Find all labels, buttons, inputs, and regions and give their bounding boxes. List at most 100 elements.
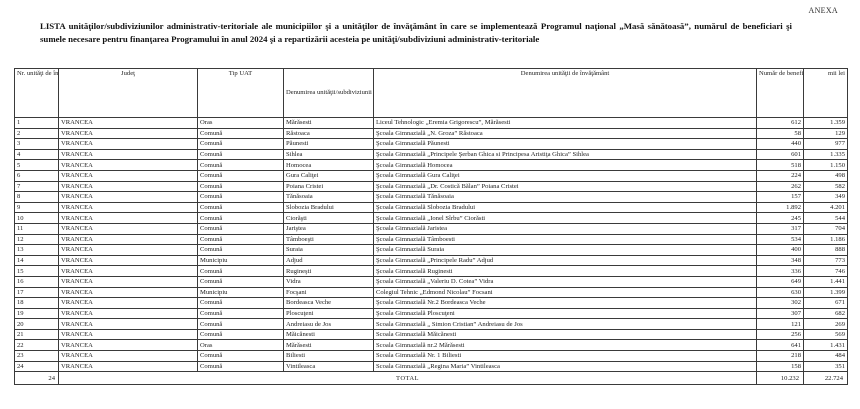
total-beneficiari-cell: 10.232 [756, 371, 804, 386]
header-denumire-unitate: Denumirea unităţii de învăţământ [373, 68, 757, 118]
school-name-cell: Şcoala Gimnazială Tănăsoaia [373, 191, 757, 203]
table-row: 5 VRANCEA Comună Homocea Şcoala Gimnazia… [14, 159, 848, 171]
row-number-cell: 4 [14, 148, 59, 161]
uat-name-cell: Vidra [283, 275, 374, 288]
school-name-cell: Şcoala Gimnazială Gura Caliţei [373, 169, 757, 182]
table-row: 21 VRANCEA Comună Măicănesti Scoala Gimn… [14, 328, 848, 341]
uat-type-cell: Comună [197, 233, 284, 246]
table-row: 15 VRANCEA Comună Rugineşti Şcoala Gimna… [14, 265, 848, 277]
row-number-cell: 23 [14, 350, 59, 362]
uat-name-cell: Gura Caliţei [283, 169, 374, 182]
uat-name-cell: Ciorăşti [283, 212, 374, 224]
table-total-row: 24 TOTAL 10.232 22.724 [14, 371, 848, 386]
table-row: 19 VRANCEA Comună Ploscuţeni Şcoala Gimn… [14, 307, 848, 320]
county-cell: VRANCEA [58, 148, 198, 161]
uat-type-cell: Comună [197, 127, 284, 140]
uat-name-cell: Poiana Cristei [283, 180, 374, 193]
county-cell: VRANCEA [58, 212, 198, 224]
amount-cell: 269 [803, 318, 848, 330]
row-number-cell: 22 [14, 339, 59, 352]
amount-cell: 1.431 [803, 339, 848, 352]
uat-type-cell: Comună [197, 201, 284, 214]
beneficiaries-cell: 245 [756, 212, 804, 224]
beneficiaries-cell: 336 [756, 265, 804, 277]
uat-type-cell: Comună [197, 159, 284, 171]
amount-cell: 1.335 [803, 148, 848, 161]
uat-name-cell: Adjud [283, 254, 374, 267]
row-number-cell: 5 [14, 159, 59, 171]
amount-cell: 1.186 [803, 233, 848, 246]
school-name-cell: Şcoala Gimnazială Ruginesti [373, 265, 757, 277]
amount-cell: 129 [803, 127, 848, 140]
beneficiaries-cell: 630 [756, 286, 804, 299]
beneficiaries-cell: 518 [756, 159, 804, 171]
county-cell: VRANCEA [58, 169, 198, 182]
amount-cell: 544 [803, 212, 848, 224]
row-number-cell: 2 [14, 127, 59, 140]
uat-name-cell: Vintileasca [283, 360, 374, 373]
row-number-cell: 21 [14, 328, 59, 341]
header-tip-uat: Tip UAT [197, 68, 284, 118]
school-name-cell: Liceul Tehnologic „Eremia Grigorescu”, M… [373, 117, 757, 129]
beneficiaries-cell: 218 [756, 350, 804, 362]
school-name-cell: Şcoala Gimnazială Păunesti [373, 138, 757, 150]
uat-type-cell: Comună [197, 138, 284, 150]
amount-cell: 1.150 [803, 159, 848, 171]
beneficiaries-cell: 641 [756, 339, 804, 352]
county-cell: VRANCEA [58, 117, 198, 129]
beneficiaries-cell: 612 [756, 117, 804, 129]
row-number-cell: 14 [14, 254, 59, 267]
uat-type-cell: Comună [197, 265, 284, 277]
school-name-cell: Scoala Gimnazială „Regina Maria” Vintile… [373, 360, 757, 373]
amount-cell: 484 [803, 350, 848, 362]
school-name-cell: Colegiul Tehnic „Edmond Nicolau” Focsani [373, 286, 757, 299]
county-cell: VRANCEA [58, 307, 198, 320]
row-number-cell: 12 [14, 233, 59, 246]
total-label-cell: TOTAL [58, 371, 757, 386]
row-number-cell: 10 [14, 212, 59, 224]
county-cell: VRANCEA [58, 201, 198, 214]
uat-name-cell: Biliesti [283, 350, 374, 362]
school-name-cell: Şcoala Gimnazială Tâmboesti [373, 233, 757, 246]
header-judet: Judeţ [58, 68, 198, 118]
amount-cell: 746 [803, 265, 848, 277]
table-row: 9 VRANCEA Comună Slobozia Bradului Şcoal… [14, 201, 848, 214]
uat-name-cell: Homocea [283, 159, 374, 171]
row-number-cell: 16 [14, 275, 59, 288]
uat-type-cell: Comună [197, 222, 284, 235]
table-row: 11 VRANCEA Comună Jariştea Şcoala Gimnaz… [14, 222, 848, 235]
row-number-cell: 9 [14, 201, 59, 214]
school-name-cell: Scoala Gimnazială nr.2 Mărăsesti [373, 339, 757, 352]
county-cell: VRANCEA [58, 318, 198, 330]
table-row: 1 VRANCEA Oras Mărăsesti Liceul Tehnolog… [14, 117, 848, 129]
table-row: 13 VRANCEA Comună Suraia Şcoala Gimnazia… [14, 244, 848, 256]
school-name-cell: Şcoala Gimnazială Ploscuţeni [373, 307, 757, 320]
table-header-row: Nr. unităţi de învăţământ incluse în PNM… [14, 68, 848, 118]
row-number-cell: 20 [14, 318, 59, 330]
uat-name-cell: Măicănesti [283, 328, 374, 341]
beneficiaries-cell: 601 [756, 148, 804, 161]
amount-cell: 1.359 [803, 117, 848, 129]
uat-name-cell: Ploscuţeni [283, 307, 374, 320]
row-number-cell: 3 [14, 138, 59, 150]
uat-name-cell: Focşani [283, 286, 374, 299]
header-denumire-uat: Denumirea unităţii/subdiviziunii adminis… [283, 68, 374, 118]
county-cell: VRANCEA [58, 244, 198, 256]
amount-cell: 569 [803, 328, 848, 341]
uat-type-cell: Comună [197, 148, 284, 161]
school-name-cell: Şcoala Gimnazială „N. Groza” Răstoaca [373, 127, 757, 140]
uat-name-cell: Răstoaca [283, 127, 374, 140]
county-cell: VRANCEA [58, 254, 198, 267]
beneficiaries-cell: 224 [756, 169, 804, 182]
county-cell: VRANCEA [58, 350, 198, 362]
beneficiaries-cell: 121 [756, 318, 804, 330]
uat-type-cell: Comună [197, 180, 284, 193]
table-row: 24 VRANCEA Comună Vintileasca Scoala Gim… [14, 360, 848, 373]
school-name-cell: Şcoala Gimnazială „Valeriu D. Cotea” Vid… [373, 275, 757, 288]
county-cell: VRANCEA [58, 138, 198, 150]
beneficiaries-cell: 400 [756, 244, 804, 256]
uat-name-cell: Jariştea [283, 222, 374, 235]
school-name-cell: Şcoala Gimnazială Nr.2 Bordeasca Veche [373, 297, 757, 309]
table-row: 7 VRANCEA Comună Poiana Cristei Şcoala G… [14, 180, 848, 193]
